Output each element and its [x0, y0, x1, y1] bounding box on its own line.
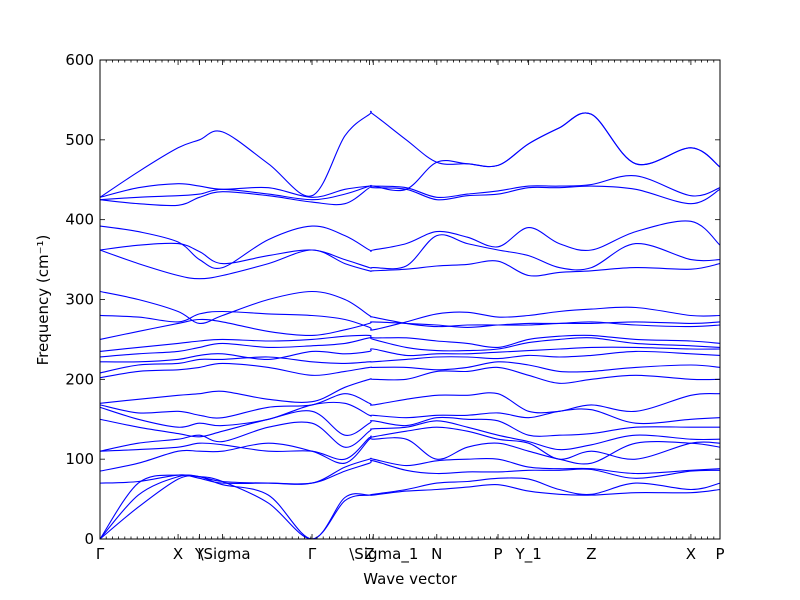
- x-tick-label: Z: [364, 545, 374, 563]
- band-line-9: [99, 401, 721, 428]
- band-line-6: [99, 426, 721, 461]
- band-line-21: [99, 234, 721, 271]
- band-line-5: [99, 436, 721, 472]
- plot-frame: [99, 59, 721, 540]
- band-line-4: [99, 457, 721, 485]
- band-line-19: [99, 290, 721, 328]
- band-line-8: [99, 410, 720, 438]
- y-tick-label: 600: [65, 51, 94, 69]
- band-line-25: [99, 112, 721, 198]
- y-tick-label: 100: [65, 450, 94, 468]
- y-tick-label: 200: [65, 370, 94, 388]
- band-line-14: [99, 346, 721, 363]
- series-lines: [99, 110, 721, 540]
- band-line-20: [99, 249, 721, 280]
- band-line-18: [99, 306, 721, 331]
- x-tick-label: \Sigma_1: [349, 545, 418, 564]
- band-line-22: [99, 220, 721, 269]
- x-axis: Γ X Y\Sigma Γ Z\Sigma_1 N P Y_1 Z X P: [96, 60, 725, 564]
- band-line-11: [99, 366, 721, 404]
- y-tick-label: 0: [84, 530, 94, 548]
- y-tick-label: 300: [65, 291, 94, 309]
- band-line-17: [99, 318, 721, 340]
- band-line-3: [99, 459, 721, 540]
- y-axis: 0 100 200 300 400 500 600: [65, 51, 720, 548]
- x-axis-label: Wave vector: [363, 570, 457, 588]
- band-line-12: [99, 361, 721, 379]
- x-tick-label: N: [431, 545, 442, 563]
- y-tick-label: 400: [65, 211, 94, 229]
- x-tick-label: Y_1: [515, 545, 542, 564]
- x-tick-label: P: [494, 545, 503, 563]
- band-line-16: [99, 334, 721, 352]
- x-tick-label: P: [715, 545, 724, 563]
- band-line-1: [99, 475, 721, 540]
- x-tick-label: \Sigma: [198, 545, 250, 563]
- x-tick-label: X: [173, 545, 183, 563]
- band-line-15: [99, 337, 721, 358]
- x-tick-label: Γ: [96, 545, 105, 563]
- x-tick-label: X: [686, 545, 696, 563]
- x-tick-label: Γ: [308, 545, 317, 563]
- band-line-2: [99, 474, 721, 540]
- band-line-23: [99, 185, 721, 207]
- y-axis-label: Frequency (cm⁻¹): [34, 235, 52, 366]
- y-tick-label: 500: [65, 131, 94, 149]
- band-line-10: [99, 392, 721, 419]
- band-line-24: [99, 175, 721, 201]
- band-line-26: [99, 110, 721, 198]
- x-tick-label: Y: [194, 545, 205, 563]
- band-line-7: [99, 420, 721, 452]
- x-tick-label: Z: [586, 545, 596, 563]
- band-line-13: [99, 350, 721, 374]
